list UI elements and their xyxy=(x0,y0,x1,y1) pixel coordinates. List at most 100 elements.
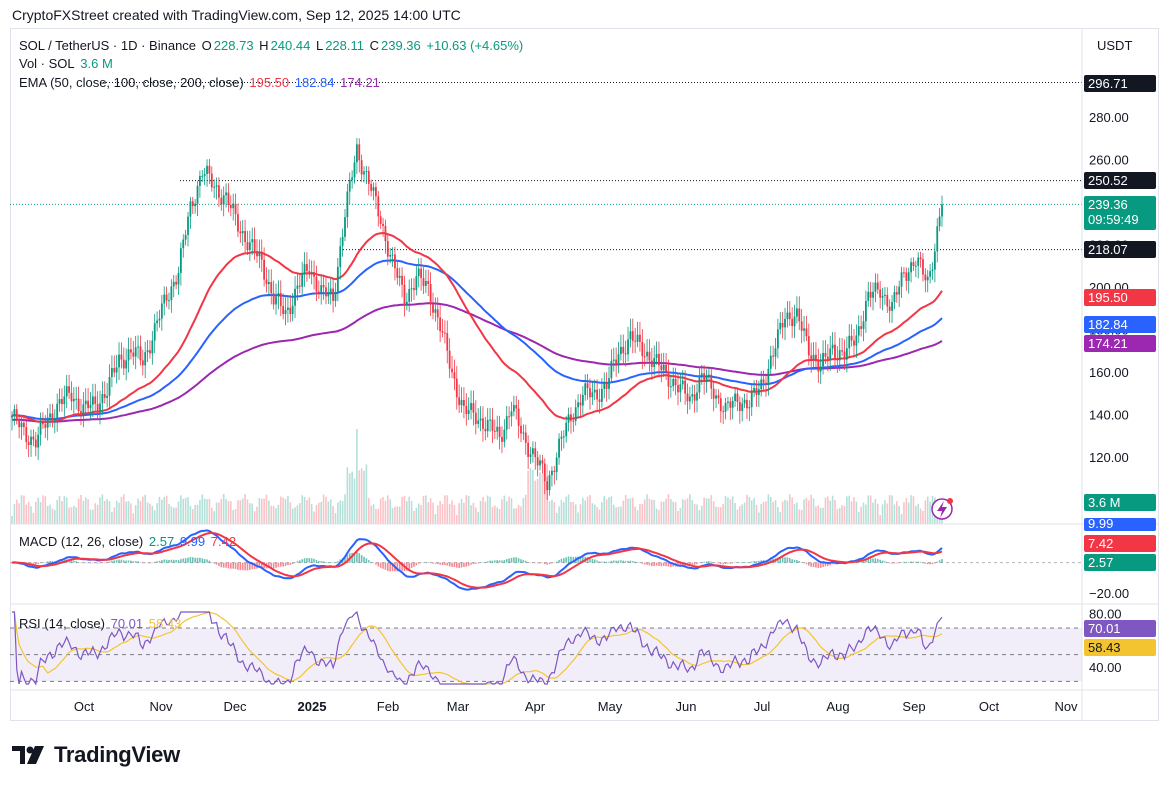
volume-bar xyxy=(377,508,380,524)
macd-histogram-bar xyxy=(651,562,653,567)
volume-bar xyxy=(249,503,251,524)
volume-bar xyxy=(919,508,922,524)
candle-body xyxy=(96,403,99,412)
macd-histogram-bar xyxy=(389,562,391,572)
macd-histogram-bar xyxy=(410,562,413,568)
macd-histogram-bar xyxy=(396,562,399,572)
volume-bar xyxy=(158,496,161,524)
macd-histogram-bar xyxy=(284,562,287,566)
macd-histogram-bar xyxy=(172,559,175,563)
volume-bar xyxy=(455,514,458,524)
candle-body xyxy=(344,217,346,237)
candle-body xyxy=(82,404,85,415)
macd-histogram-bar xyxy=(320,561,323,563)
rsi-label: RSI (14, close) xyxy=(19,616,105,631)
macd-histogram-bar xyxy=(703,561,705,563)
candle-body xyxy=(727,401,729,403)
macd-histogram-bar xyxy=(101,562,104,564)
macd-histogram-bar xyxy=(379,562,382,568)
volume-bar xyxy=(593,504,596,524)
candle-body xyxy=(80,411,82,415)
brand-name: TradingView xyxy=(54,742,180,767)
volume-bar xyxy=(788,494,791,524)
macd-histogram-bar xyxy=(603,561,606,563)
macd-histogram-bar xyxy=(161,560,163,563)
macd-histogram-bar xyxy=(648,562,651,566)
candle-body xyxy=(232,203,235,209)
macd-histogram-bar xyxy=(149,562,151,564)
candle-body xyxy=(565,422,568,437)
macd-histogram-bar xyxy=(662,562,665,567)
macd-histogram-bar xyxy=(206,559,208,563)
candle-body xyxy=(239,231,242,234)
candle-body xyxy=(58,398,61,404)
volume-bar xyxy=(246,499,249,524)
macd-histogram-bar xyxy=(729,562,732,564)
candle-body xyxy=(662,364,665,371)
candle-body xyxy=(163,294,166,304)
candle-body xyxy=(555,457,558,473)
candle-body xyxy=(265,279,268,285)
volume-bar xyxy=(855,501,858,524)
macd-histogram-bar xyxy=(187,557,189,563)
volume-bar xyxy=(30,506,32,524)
macd-histogram-bar xyxy=(391,562,394,572)
macd-histogram-bar xyxy=(491,560,494,563)
macd-histogram-bar xyxy=(313,558,315,563)
candle-body xyxy=(179,248,182,273)
low-value: 228.11 xyxy=(325,38,364,53)
volume-bar xyxy=(893,504,896,524)
support-price-box: 218.07 xyxy=(1084,241,1156,258)
candle-body xyxy=(872,291,874,298)
macd-histogram-bar xyxy=(560,558,563,563)
macd-histogram-bar xyxy=(555,561,558,563)
volume-bar xyxy=(410,500,413,524)
volume-bar xyxy=(639,504,641,524)
volume-bar xyxy=(415,507,418,524)
macd-histogram-bar xyxy=(120,559,123,563)
candle-body xyxy=(160,303,163,319)
volume-bar xyxy=(560,499,563,524)
macd-histogram-bar xyxy=(567,556,570,563)
volume-bar xyxy=(710,495,713,524)
volume-bar xyxy=(555,512,558,524)
candle-body xyxy=(508,416,511,418)
ema100-value: 182.84 xyxy=(294,75,335,90)
candle-body xyxy=(275,296,277,305)
volume-bar xyxy=(479,501,482,524)
volume-bar xyxy=(708,498,710,524)
candle-body xyxy=(748,407,751,409)
chart-canvas[interactable]: 120.00140.00160.00180.00200.00220.00240.… xyxy=(10,28,1159,721)
volume-bar xyxy=(251,503,254,524)
volume-bar xyxy=(68,507,70,524)
macd-histogram-bar xyxy=(477,562,479,564)
candle-body xyxy=(755,387,758,395)
macd-histogram-bar xyxy=(327,562,330,563)
candle-body xyxy=(572,420,575,422)
volume-bar xyxy=(596,506,598,524)
volume-bar xyxy=(348,473,351,524)
candle-body xyxy=(581,394,584,406)
volume-bar xyxy=(441,503,444,524)
macd-histogram-bar xyxy=(748,562,751,563)
volume-bar xyxy=(244,494,246,524)
macd-histogram-bar xyxy=(49,560,51,563)
volume-bar xyxy=(127,501,130,524)
volume-bar xyxy=(84,497,87,524)
volume-bar xyxy=(874,499,877,524)
macd-histogram-bar xyxy=(382,562,384,569)
volume-bar xyxy=(453,505,456,524)
candle-body xyxy=(736,393,739,402)
candle-body xyxy=(291,305,294,315)
macd-histogram-bar xyxy=(230,562,232,569)
volume-value: 3.6 M xyxy=(80,56,113,71)
volume-bar xyxy=(11,516,13,524)
macd-histogram-bar xyxy=(213,562,215,564)
candle-body xyxy=(27,441,30,445)
macd-histogram-bar xyxy=(127,560,130,563)
volume-bar xyxy=(358,470,361,524)
volume-bar xyxy=(256,506,258,524)
volume-bar xyxy=(313,511,315,524)
candle-body xyxy=(336,266,339,292)
macd-histogram-bar xyxy=(494,560,496,563)
